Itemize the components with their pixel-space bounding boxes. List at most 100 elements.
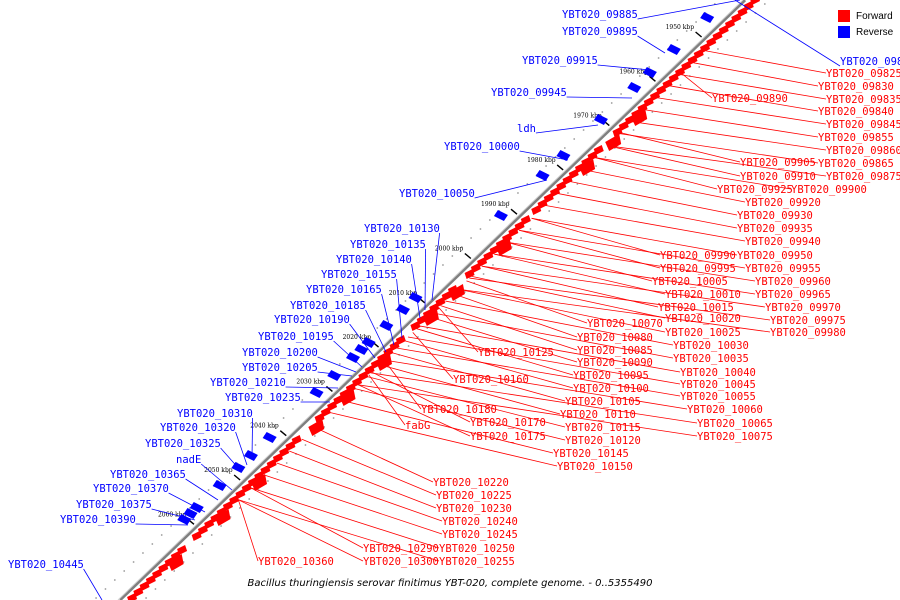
reverse-swatch (838, 26, 850, 38)
forward-leader-line (289, 450, 437, 509)
inner-track-dot (304, 444, 307, 446)
forward-gene-label: YBT020_10090 (577, 357, 653, 369)
forward-feature (514, 221, 525, 231)
reverse-leader-line (285, 386, 339, 389)
outer-track-dot (573, 138, 576, 140)
forward-gene-label: YBT020_09970 (765, 302, 841, 314)
inner-track-dot (557, 201, 560, 203)
forward-gene-label: YBT020_09875 (826, 171, 900, 183)
forward-gene-label: YBT020_10230 (436, 503, 512, 515)
outer-track-dot (367, 336, 369, 338)
forward-feature (435, 297, 446, 307)
reverse-feature (408, 292, 423, 303)
legend: Forward Reverse (838, 8, 893, 40)
forward-feature (718, 25, 729, 35)
outer-track-dot (592, 120, 594, 122)
reverse-leader-line (637, 0, 741, 20)
reverse-feature (556, 150, 571, 161)
reverse-feature (309, 387, 324, 398)
outer-track-dot (545, 165, 547, 167)
inner-track-dot (238, 507, 241, 509)
tick-label: 2000 kbp (435, 246, 464, 253)
forward-leader-line (619, 133, 819, 164)
reverse-gene-label: YBT020_10370 (93, 483, 169, 495)
forward-gene-label: YBT020_09975 (770, 315, 846, 327)
forward-leader-line (407, 336, 681, 385)
outer-track-dot (582, 129, 585, 131)
reverse-leader-line (151, 508, 196, 521)
reverse-gene-label: YBT020_10320 (160, 422, 236, 434)
outer-track-dot (160, 534, 163, 536)
forward-gene-label: YBT020_09955 (745, 263, 821, 275)
inner-track-dot (145, 597, 147, 599)
reverse-gene-label: YBT020_10235 (225, 392, 301, 404)
forward-feature (133, 587, 144, 597)
forward-leader-line (383, 359, 422, 410)
forward-leader-line (238, 499, 364, 562)
forward-feature (410, 321, 421, 331)
reverse-gene-label: YBT020_10050 (399, 188, 475, 200)
inner-track-dot (163, 579, 166, 581)
reverse-leader-line (135, 523, 189, 526)
reverse-leader-line (474, 179, 548, 199)
inner-track-dot (763, 3, 766, 5)
inner-track-dot (173, 570, 176, 572)
forward-leader-line (519, 229, 661, 269)
forward-leader-line (531, 217, 661, 256)
outer-track-dot (254, 444, 257, 446)
forward-gene-label: YBT020_09920 (745, 197, 821, 209)
forward-leader-line (368, 374, 406, 426)
reverse-gene-label: YBT020_10390 (60, 514, 136, 526)
inner-track-dot (201, 543, 204, 545)
forward-feature (568, 169, 579, 179)
reverse-gene-label: YBT020_10185 (290, 300, 366, 312)
inner-track-dot (707, 57, 710, 59)
forward-feature (593, 145, 604, 155)
inner-track-dot (482, 273, 485, 275)
inner-track-dot (735, 30, 738, 32)
forward-leader-line (607, 145, 827, 177)
forward-gene-label: YBT020_09900 (791, 184, 867, 196)
forward-feature (320, 407, 331, 417)
inner-track-dot (276, 471, 279, 473)
forward-gene-label: YBT020_10220 (433, 477, 509, 489)
forward-feature (706, 37, 717, 47)
forward-gene-label: YBT020_09990 (660, 250, 736, 262)
reverse-gene-label: YBT020_10375 (76, 499, 152, 511)
outer-track-dot (685, 30, 688, 32)
outer-track-dot (442, 264, 444, 266)
reverse-feature (231, 462, 246, 473)
forward-leader-line (494, 253, 666, 295)
forward-feature (700, 43, 710, 53)
forward-gene-label: YBT020_10150 (557, 461, 633, 473)
inner-track-dot (210, 534, 213, 536)
forward-feature (750, 0, 760, 5)
forward-gene-label: YBT020_09935 (737, 223, 813, 235)
outer-track-dot (563, 147, 566, 149)
reverse-gene-label: YBT020_10200 (242, 347, 318, 359)
inner-track-dot (670, 93, 672, 95)
forward-swatch (838, 10, 850, 22)
forward-feature (352, 377, 363, 387)
forward-feature (543, 193, 554, 203)
forward-feature (531, 205, 542, 215)
outer-track-dot (648, 66, 651, 68)
reverse-feature (666, 44, 681, 55)
forward-feature (508, 227, 519, 237)
forward-feature (712, 31, 723, 41)
outer-track-dot (292, 408, 294, 410)
forward-leader-line (681, 74, 827, 100)
forward-gene-label: YBT020_09950 (737, 250, 813, 262)
tick-label: 2010 kbp (389, 290, 418, 297)
forward-gene-label: YBT020_10145 (553, 448, 629, 460)
reverse-leader-line (365, 309, 387, 353)
tick-mark (464, 252, 472, 260)
forward-feature (314, 413, 325, 423)
inner-track-dot (604, 156, 607, 158)
reverse-feature (361, 337, 376, 348)
outer-track-dot (301, 399, 304, 401)
forward-gene-label: YBT020_10115 (565, 422, 641, 434)
reverse-leader-line (734, 0, 841, 67)
forward-leader-line (341, 400, 554, 454)
